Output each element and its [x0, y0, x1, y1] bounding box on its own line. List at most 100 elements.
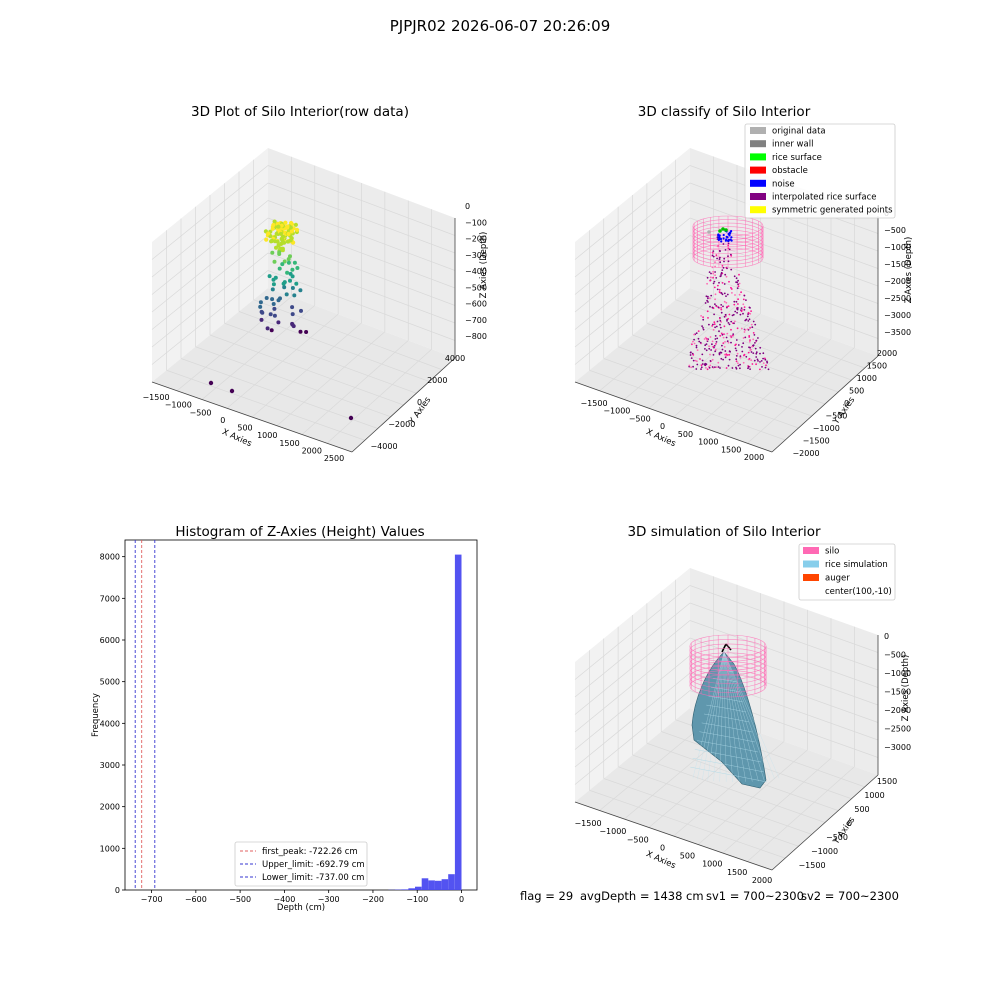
classified-point: [735, 300, 738, 303]
panel2-z-label: Z Axies (Depth): [904, 237, 914, 304]
legend-label: inner wall: [772, 140, 813, 150]
legend-swatch: [803, 560, 819, 568]
classified-point: [714, 326, 716, 329]
rice-surface-wire: [707, 651, 725, 781]
classified-point: [718, 291, 721, 294]
legend-label: Lower_limit: -737.00 cm: [262, 873, 364, 883]
data-point: [270, 250, 275, 255]
classified-point: [727, 260, 730, 263]
data-point: [270, 287, 275, 292]
classified-point: [721, 348, 724, 351]
x-tick-label: −1500: [574, 819, 601, 828]
panel4-x-ticks: −1500−1000−500 0 500 1000 1500 2000: [574, 819, 772, 885]
classified-point: [733, 322, 735, 325]
data-point: [276, 243, 281, 248]
classified-point: [724, 249, 727, 251]
classified-point: [689, 354, 692, 356]
data-point: [294, 227, 300, 232]
classified-point: [725, 301, 728, 304]
classified-point: [752, 332, 755, 334]
rice-surface-wire: [697, 651, 725, 780]
legend-swatch: [750, 140, 766, 148]
classified-point: [722, 336, 725, 339]
data-point: [269, 328, 274, 333]
classified-point: [714, 293, 717, 296]
classified-point: [712, 250, 715, 253]
data-point: [258, 304, 263, 309]
classified-point: [735, 358, 738, 361]
panel4-axes-box: [574, 568, 879, 871]
classified-point: [749, 327, 751, 329]
x-tick-label: 0: [660, 843, 665, 852]
classified-point: [692, 365, 694, 368]
x-tick-label: 1500: [727, 868, 747, 877]
grid-line: [689, 637, 879, 706]
histogram-bar: [421, 878, 429, 890]
panel3-x-label: Depth (cm): [277, 903, 325, 913]
classified-point: [714, 261, 716, 264]
data-point: [278, 231, 283, 236]
data-point: [208, 380, 214, 386]
classified-point: [737, 303, 739, 305]
classified-point: [724, 356, 727, 359]
noise-point: [720, 240, 723, 243]
panel4-z-label: Z Axies (Depth): [901, 655, 911, 722]
classified-point: [714, 274, 716, 277]
rice-surface-wire: [702, 651, 725, 780]
classified-point: [730, 341, 732, 344]
classified-point: [737, 364, 740, 367]
x-tick-label: −1500: [580, 399, 607, 408]
classified-point: [692, 340, 694, 343]
classified-point: [727, 317, 730, 320]
classified-point: [688, 364, 691, 367]
classified-point: [762, 352, 765, 355]
silo-ring: [689, 670, 767, 693]
classified-point: [726, 340, 729, 343]
y-tick-label: −2000: [792, 449, 819, 458]
classified-point: [765, 364, 767, 367]
classified-point: [713, 321, 716, 324]
grid-line: [574, 165, 691, 260]
grid-line: [632, 334, 826, 405]
x-tick-label: −700: [141, 895, 163, 904]
classified-point: [711, 358, 714, 361]
panel-simulation: 3D simulation of Silo Interior −1500−100…: [574, 524, 911, 885]
classified-point: [711, 366, 714, 368]
classified-point: [749, 346, 751, 349]
data-point: [288, 238, 293, 243]
panel-classify: 3D classify of Silo Interior −1500−1000−…: [574, 104, 914, 462]
classified-point: [716, 320, 719, 323]
classified-point: [734, 294, 736, 296]
classified-point: [705, 343, 708, 345]
classified-point: [723, 346, 726, 348]
classified-point: [717, 306, 720, 309]
data-point: [283, 220, 288, 225]
z-tick-label: −3000: [884, 311, 911, 320]
classified-point: [709, 297, 711, 300]
y-tick-label: −1000: [811, 847, 838, 856]
data-point: [267, 274, 272, 279]
data-point: [299, 308, 303, 313]
classified-point: [742, 298, 745, 301]
classified-point: [700, 315, 702, 317]
classified-point: [744, 329, 747, 331]
classified-point: [720, 351, 723, 354]
classified-point: [729, 335, 732, 337]
data-point: [258, 300, 263, 305]
classified-point: [759, 346, 762, 349]
legend-swatch: [750, 153, 766, 161]
data-point: [264, 296, 269, 300]
classified-point: [762, 362, 765, 364]
rice-surface-wire: [723, 651, 770, 780]
classified-point: [712, 276, 714, 279]
classified-point: [717, 366, 720, 368]
rice-surface-point: [724, 228, 728, 232]
grid-line: [151, 200, 269, 295]
grid-line: [574, 182, 691, 278]
rice-surface-wire: [690, 766, 768, 783]
classified-point: [720, 357, 723, 360]
classified-point: [737, 279, 739, 282]
z-tick-label: 0: [884, 632, 889, 641]
data-point: [276, 320, 281, 325]
